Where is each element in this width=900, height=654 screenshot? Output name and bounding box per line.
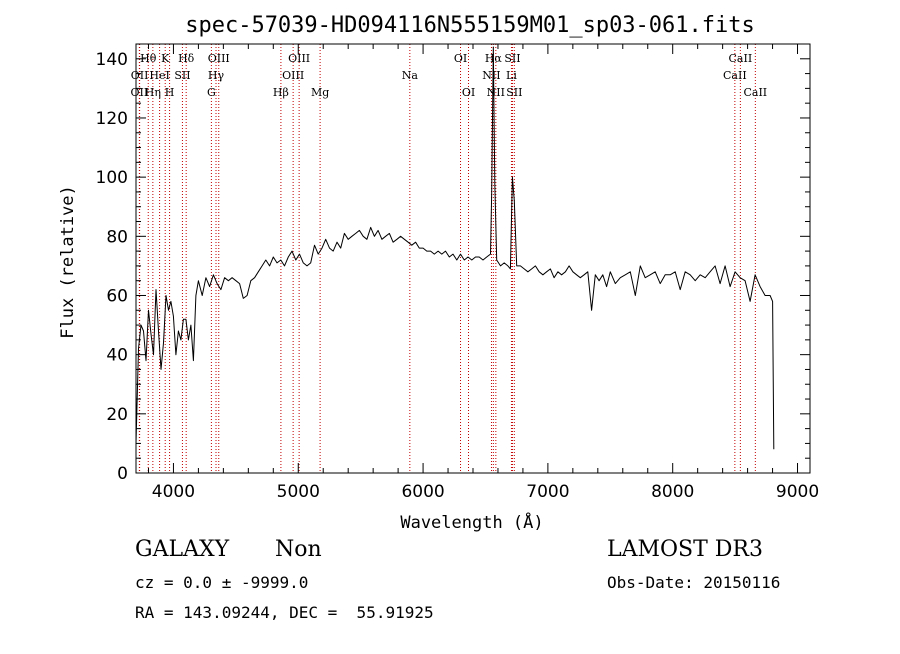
line-marker-label: NII (482, 69, 500, 82)
redshift-readout: cz = 0.0 ± -9999.0 (135, 573, 309, 592)
y-axis-label: Flux (relative) (58, 185, 78, 339)
y-tick-label: 40 (106, 346, 128, 366)
x-tick-label: 6000 (401, 482, 444, 502)
line-marker-label: K (161, 52, 170, 65)
y-tick-label: 140 (96, 50, 128, 70)
y-tick-label: 20 (106, 405, 128, 425)
y-tick-label: 80 (106, 227, 128, 247)
y-tick-label: 60 (106, 286, 128, 306)
x-tick-label: 9000 (776, 482, 819, 502)
x-tick-label: 7000 (526, 482, 569, 502)
x-tick-label: 4000 (152, 482, 195, 502)
line-marker-label: CaII (723, 69, 747, 82)
line-marker-label: CaII (743, 86, 767, 99)
object-subclass: Non (275, 537, 322, 562)
line-marker-label: SII (506, 86, 522, 99)
line-marker-label: Hη (145, 86, 161, 99)
x-tick-label: 5000 (277, 482, 320, 502)
line-marker-label: G (207, 86, 216, 99)
line-marker-label: HeI (149, 69, 169, 82)
line-marker-label: NII (487, 86, 505, 99)
line-marker-label: H (165, 86, 175, 99)
line-marker-label: Hβ (273, 86, 289, 99)
line-marker-label: Hδ (178, 52, 195, 65)
chart-title: spec-57039-HD094116N555159M01_sp03-061.f… (185, 13, 755, 38)
y-tick-label: 100 (96, 168, 128, 188)
coordinates: RA = 143.09244, DEC = 55.91925 (135, 603, 434, 622)
line-marker-label: Hθ (140, 52, 157, 65)
line-marker-label: OII (131, 69, 149, 82)
line-marker-label: CaII (729, 52, 753, 65)
line-marker-label: Li (506, 69, 517, 82)
line-marker-label: SII (504, 52, 520, 65)
line-marker-label: OIII (288, 52, 310, 65)
line-marker-label: Na (402, 69, 419, 82)
line-marker-label: Mg (311, 86, 329, 99)
spectral-line-labels: OII OII Hθ Hη HeI K H Hδ SII OIII Hγ G Hβ OIII OIII Mg N… (131, 52, 768, 99)
line-marker-label: OI (462, 86, 475, 99)
object-class: GALAXY (135, 537, 230, 562)
survey-label: LAMOST DR3 (607, 537, 763, 562)
y-tick-label: 120 (96, 109, 128, 129)
y-axis: 0 20 40 60 80 100 120 140 (96, 50, 810, 484)
x-tick-label: 8000 (651, 482, 694, 502)
line-marker-label: Hγ (208, 69, 225, 82)
obs-date: Obs-Date: 20150116 (607, 573, 781, 592)
y-tick-label: 0 (117, 464, 128, 484)
spectrum-line (135, 46, 775, 450)
x-axis-label: Wavelength (Å) (400, 511, 543, 533)
line-marker-label: OIII (282, 69, 304, 82)
x-axis: 4000 5000 6000 7000 8000 9000 (147, 44, 819, 502)
spectral-line-markers (138, 44, 756, 473)
line-marker-label: OI (454, 52, 467, 65)
line-marker-label: SII (174, 69, 190, 82)
line-marker-label: OII (131, 86, 149, 99)
series-layer (135, 46, 775, 450)
line-marker-label: OIII (208, 52, 230, 65)
